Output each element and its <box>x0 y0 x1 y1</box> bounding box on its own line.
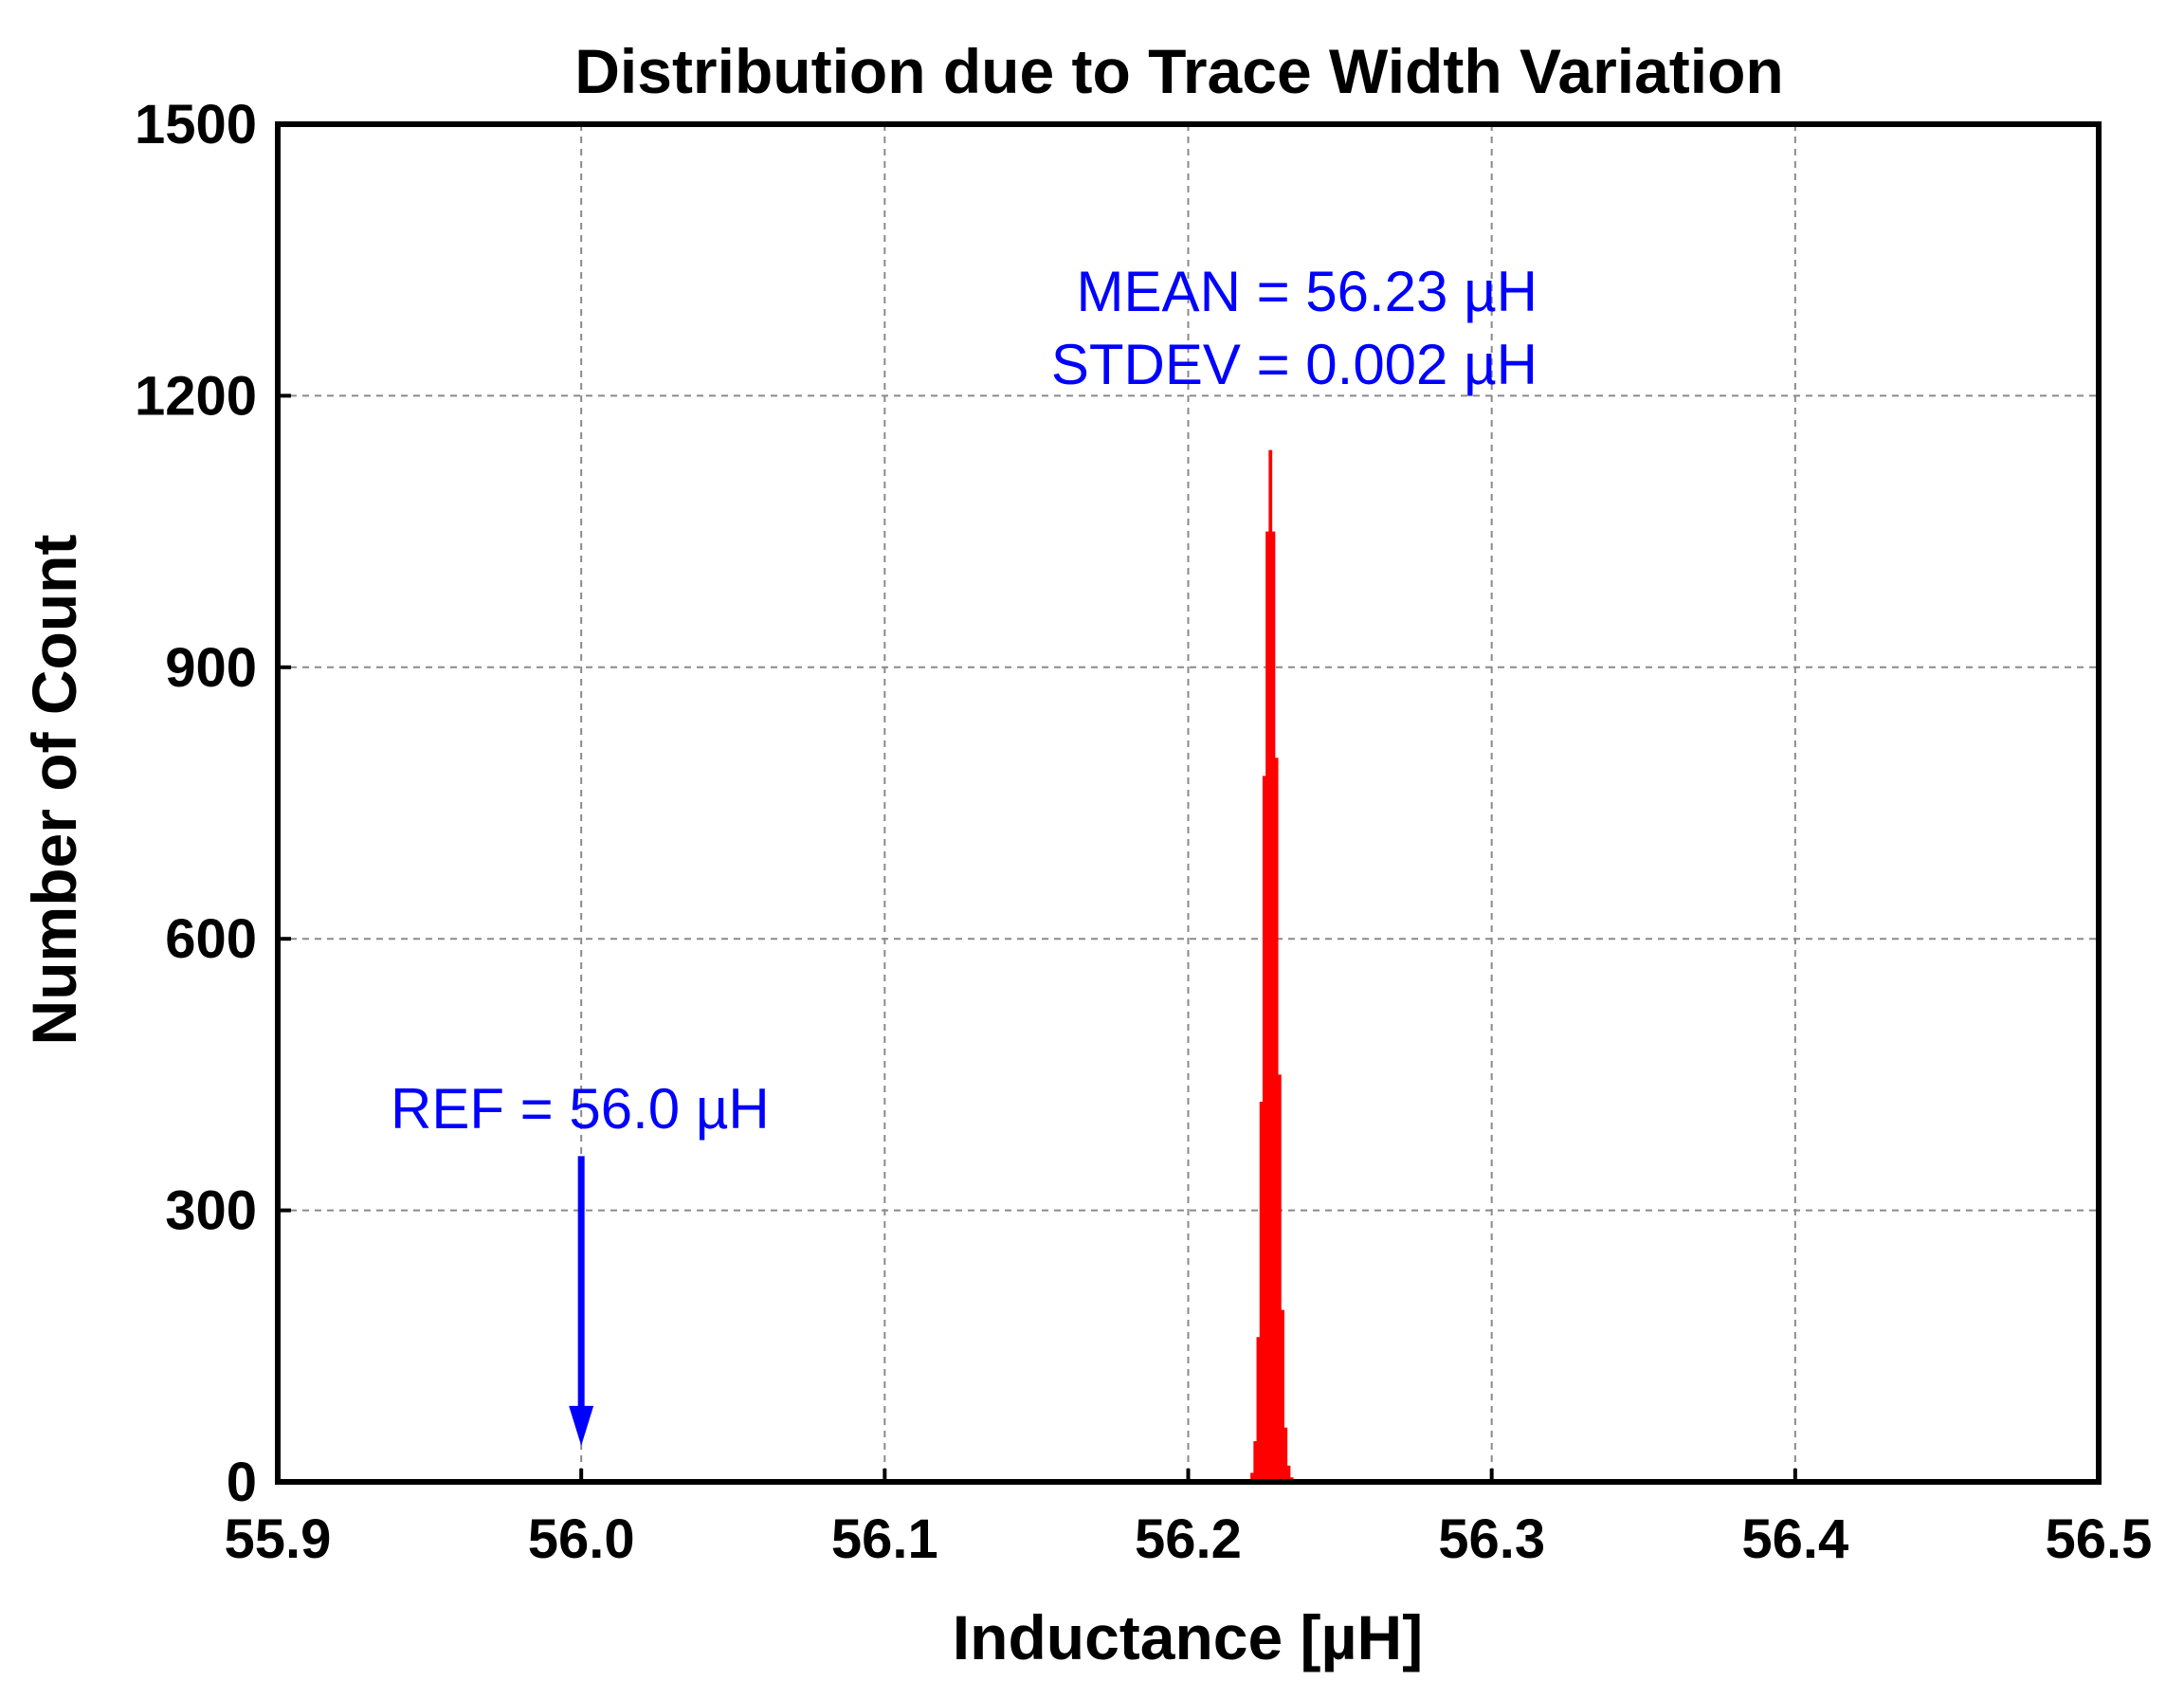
histogram-bar <box>1274 758 1279 1482</box>
mean-annotation: MEAN = 56.23 µH <box>1077 260 1538 323</box>
histogram-bar <box>1265 531 1269 1482</box>
stdev-annotation: STDEV = 0.002 µH <box>1051 333 1538 396</box>
histogram-bar <box>1262 776 1266 1482</box>
y-tick-label: 900 <box>165 637 257 699</box>
x-tick-label: 56.0 <box>528 1508 635 1570</box>
y-tick-label: 300 <box>165 1180 257 1242</box>
x-tick-label: 56.3 <box>1438 1508 1545 1570</box>
histogram-bar <box>1286 1465 1291 1482</box>
x-tick-label: 56.5 <box>2046 1508 2153 1570</box>
y-tick-layer: 0 300 600 900 1200 1500 <box>135 94 291 1513</box>
histogram-bar <box>1256 1337 1261 1482</box>
histogram-bar <box>1271 531 1276 1482</box>
x-tick-label: 56.4 <box>1741 1508 1848 1570</box>
x-tick-layer: 55.9 56.0 56.1 56.2 56.3 56.4 56.5 <box>225 1469 2153 1570</box>
histogram-bar <box>1281 1309 1284 1482</box>
x-tick-label: 56.2 <box>1135 1508 1242 1570</box>
ref-annotation: REF = 56.0 µH <box>391 1077 770 1141</box>
x-tick-label: 55.9 <box>225 1508 332 1570</box>
histogram-bar <box>1250 1472 1254 1482</box>
y-tick-label: 1500 <box>135 94 257 155</box>
histogram-bar <box>1277 1074 1282 1482</box>
y-tick-label: 600 <box>165 908 257 970</box>
histogram-bar <box>1253 1441 1258 1482</box>
y-tick-label: 1200 <box>135 365 257 427</box>
grid-layer <box>278 124 2099 1482</box>
x-tick-label: 56.1 <box>831 1508 938 1570</box>
chart-title: Distribution due to Trace Width Variatio… <box>574 36 1784 106</box>
bars-layer <box>1247 449 1300 1483</box>
histogram-bar <box>1283 1427 1288 1482</box>
histogram-bar <box>1259 1102 1264 1482</box>
y-tick-label: 0 <box>227 1452 257 1513</box>
ref-arrow <box>569 1156 594 1446</box>
x-axis-label: Inductance [µH] <box>953 1602 1423 1672</box>
histogram-bar <box>1268 449 1273 1483</box>
y-axis-label: Number of Count <box>19 535 89 1046</box>
ref-arrow-head <box>569 1405 594 1446</box>
